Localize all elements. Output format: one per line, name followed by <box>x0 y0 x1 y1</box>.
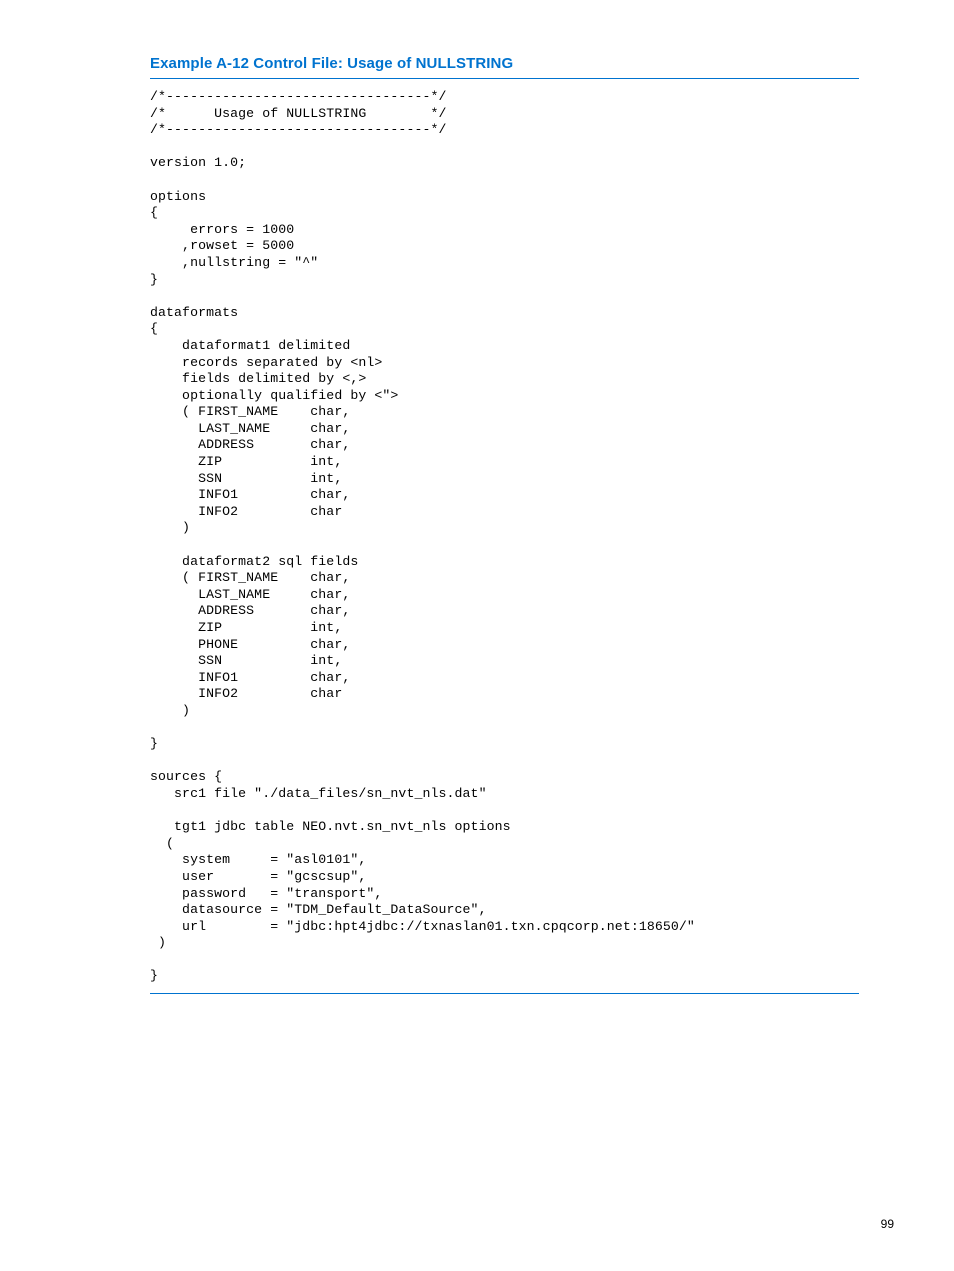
title-rule-top <box>150 78 859 79</box>
code-block: /*---------------------------------*/ /*… <box>150 89 859 985</box>
title-rule-bottom <box>150 993 859 994</box>
example-title: Example A-12 Control File: Usage of NULL… <box>150 55 859 72</box>
page-number: 99 <box>881 1217 894 1231</box>
page: Example A-12 Control File: Usage of NULL… <box>0 0 954 1271</box>
